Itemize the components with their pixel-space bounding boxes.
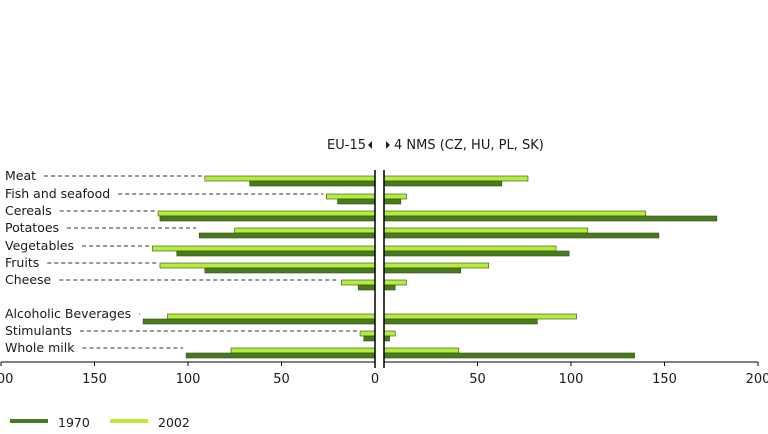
bar-nms-1970-9: [383, 352, 635, 359]
legend-swatch-2002: [110, 419, 148, 423]
x-tick-label: 50: [273, 372, 290, 387]
x-tick-label: 200: [0, 372, 13, 387]
bar-nms-2002-9: [383, 347, 460, 354]
legend-label-2002: 2002: [158, 415, 190, 430]
x-tick-label: 100: [559, 372, 584, 387]
header-left-label: EU-15: [327, 138, 366, 153]
bar-eu15-2002-9: [230, 347, 376, 354]
bar-eu15-1970-8: [363, 335, 376, 342]
bar-nms-2002-6: [383, 279, 407, 286]
bar-eu15-2002-5: [159, 262, 376, 269]
x-tick-label: 150: [652, 372, 677, 387]
bar-nms-1970-3: [383, 232, 660, 239]
x-tick-label: 150: [82, 372, 107, 387]
bar-eu15-2002-2: [157, 210, 376, 217]
bar-nms-2002-1: [383, 193, 407, 200]
category-label: Whole milk: [5, 340, 75, 355]
bar-eu15-1970-0: [249, 180, 376, 187]
header-right-label: 4 NMS (CZ, HU, PL, SK): [394, 138, 544, 153]
legend-swatch-1970: [10, 419, 48, 423]
x-tick-label: 0: [371, 372, 379, 387]
bar-eu15-2002-1: [326, 193, 376, 200]
bar-nms-2002-0: [383, 175, 529, 182]
bar-eu15-1970-4: [176, 250, 376, 257]
arrow-right-icon: [386, 141, 390, 149]
category-label: Vegetables: [5, 238, 74, 253]
bar-nms-1970-2: [383, 215, 718, 222]
bar-eu15-2002-3: [234, 227, 376, 234]
bar-eu15-2002-7: [167, 313, 376, 320]
legend-label-1970: 1970: [58, 415, 90, 430]
bar-nms-1970-1: [383, 198, 402, 205]
bar-eu15-1970-9: [185, 352, 376, 359]
bar-eu15-1970-5: [204, 267, 376, 274]
bar-eu15-2002-0: [204, 175, 376, 182]
bar-eu15-1970-2: [159, 215, 376, 222]
x-tick-label: 50: [469, 372, 486, 387]
bar-nms-1970-7: [383, 318, 538, 325]
x-tick-label: 100: [176, 372, 201, 387]
bar-nms-2002-8: [383, 330, 396, 337]
bar-nms-1970-5: [383, 267, 461, 274]
category-label: Meat: [5, 168, 36, 183]
bar-nms-1970-4: [383, 250, 570, 257]
category-label: Stimulants: [5, 323, 72, 338]
bar-nms-2002-5: [383, 262, 490, 269]
category-label: Potatoes: [5, 220, 59, 235]
bar-nms-1970-8: [383, 335, 390, 342]
bar-eu15-1970-1: [337, 198, 376, 205]
bar-nms-2002-7: [383, 313, 577, 320]
bar-nms-1970-6: [383, 284, 396, 291]
arrow-left-icon: [368, 141, 372, 149]
bar-nms-2002-2: [383, 210, 647, 217]
bar-eu15-1970-7: [142, 318, 376, 325]
x-tick-label: 200: [746, 372, 768, 387]
bar-eu15-2002-6: [341, 279, 376, 286]
bar-nms-2002-4: [383, 245, 557, 252]
bar-eu15-2002-8: [359, 330, 376, 337]
category-label: Fruits: [5, 255, 39, 270]
category-label: Cereals: [5, 203, 52, 218]
bar-nms-2002-3: [383, 227, 589, 234]
bar-eu15-1970-6: [357, 284, 376, 291]
bar-nms-1970-0: [383, 180, 503, 187]
category-label: Alcoholic Beverages: [5, 306, 131, 321]
category-label: Cheese: [5, 272, 52, 287]
category-label: Fish and seafood: [5, 186, 110, 201]
bar-eu15-1970-3: [198, 232, 376, 239]
bar-eu15-2002-4: [152, 245, 376, 252]
